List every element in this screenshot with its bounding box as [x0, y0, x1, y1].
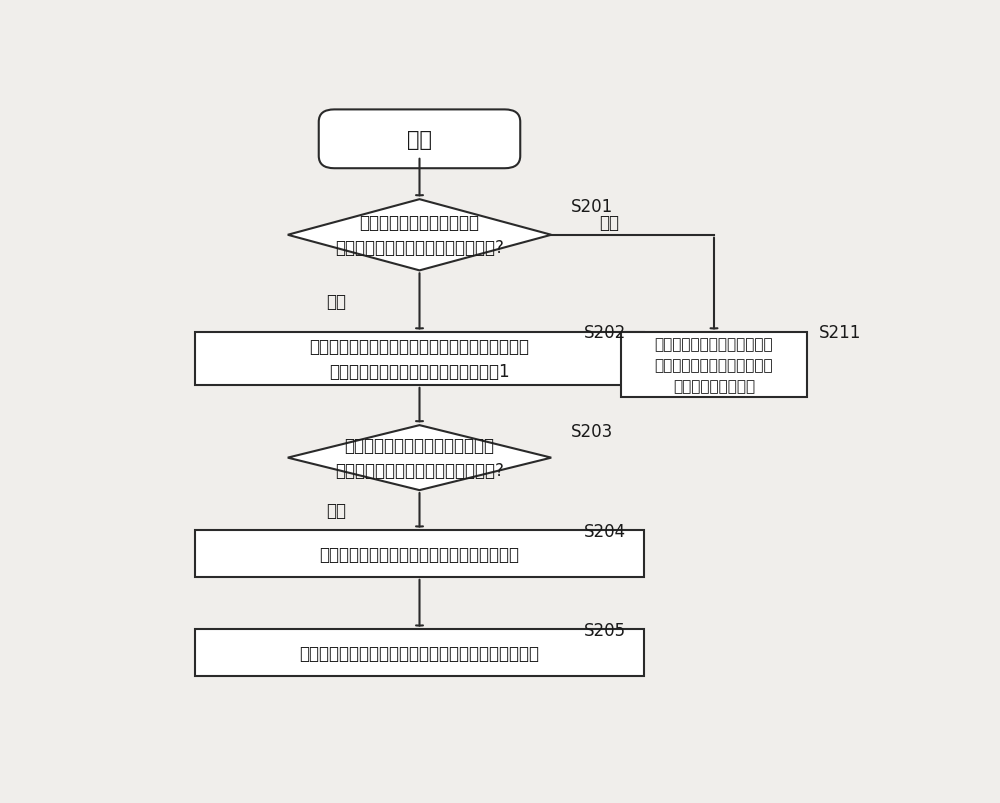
FancyBboxPatch shape — [621, 333, 807, 397]
FancyBboxPatch shape — [195, 630, 644, 676]
Text: 终端应用服务器确定该应用日志所属移动终端: 终端应用服务器确定该应用日志所属移动终端 — [320, 545, 520, 563]
Text: S203: S203 — [571, 422, 613, 441]
Text: 超过: 超过 — [326, 502, 347, 520]
Polygon shape — [288, 426, 551, 491]
FancyBboxPatch shape — [195, 333, 644, 385]
Text: 终端应用服务器根据预定的
过滤规则，判断该应用日志是否无效?: 终端应用服务器根据预定的 过滤规则，判断该应用日志是否无效? — [335, 214, 504, 257]
Text: 终端应用服务器丢弃该应用日志，将该应用日志的
日志标识所对应的无用日志产生次数加1: 终端应用服务器丢弃该应用日志，将该应用日志的 日志标识所对应的无用日志产生次数加… — [310, 338, 530, 381]
FancyBboxPatch shape — [319, 110, 520, 169]
Text: S201: S201 — [571, 198, 613, 215]
Text: 无效: 无效 — [326, 293, 347, 311]
Text: S204: S204 — [584, 522, 626, 540]
Text: S205: S205 — [584, 621, 626, 639]
Text: 终端应用服务器将判断有效的
应用日志存储到系统的数据库
中以备数据处理分析: 终端应用服务器将判断有效的 应用日志存储到系统的数据库 中以备数据处理分析 — [655, 337, 773, 393]
Text: S202: S202 — [584, 324, 626, 341]
Text: 有效: 有效 — [599, 214, 619, 232]
Text: 终端应用服务器判断该应用日志的
无用日志产生次数是否超过设定阈值?: 终端应用服务器判断该应用日志的 无用日志产生次数是否超过设定阈值? — [335, 437, 504, 479]
Text: 开始: 开始 — [407, 129, 432, 149]
Text: S211: S211 — [819, 324, 861, 341]
Text: 终端应用服务器向确定出的移动终端发送关闭日志通知: 终端应用服务器向确定出的移动终端发送关闭日志通知 — [300, 644, 540, 662]
FancyBboxPatch shape — [195, 531, 644, 577]
Polygon shape — [288, 200, 551, 271]
